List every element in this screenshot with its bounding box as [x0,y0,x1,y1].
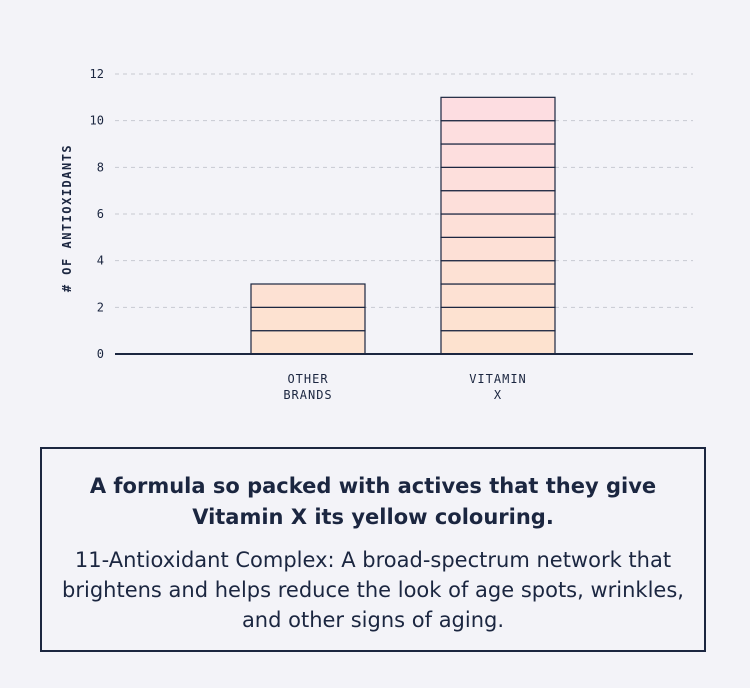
gridlines [115,73,693,308]
antioxidant-bar-chart: 0 2 4 6 8 10 12 OTHER BRANDS VITAMIN X # OF ANTIO… [60,67,693,402]
bar-segment [440,283,556,308]
bar [440,96,556,355]
info-card: A formula so packed with actives that th… [40,447,706,652]
y-tick-label: 12 [90,67,104,81]
category-labels: OTHER BRANDS VITAMIN X [283,372,527,402]
bar-segment [440,166,556,192]
y-tick-labels: 0 2 4 6 8 10 12 [90,67,104,361]
y-tick-label: 4 [97,254,104,268]
card-title: A formula so packed with actives that th… [89,474,657,529]
y-tick-label: 2 [97,300,104,314]
category-label: VITAMIN [469,372,527,386]
bar-segment [440,236,556,262]
y-tick-label: 0 [97,347,104,361]
bar-segment [440,306,556,332]
bar-segment [250,330,366,355]
bar-segment [250,306,366,332]
y-tick-label: 6 [97,207,104,221]
y-tick-label: 8 [97,160,104,174]
card-body: 11-Antioxidant Complex: A broad-spectrum… [62,548,684,632]
bar-segment [440,190,556,215]
bar-segment [440,213,556,238]
bar-segment [440,260,556,285]
category-label: OTHER [287,372,328,386]
bar-segment [440,330,556,355]
category-label: X [494,388,502,402]
bars [250,96,556,355]
bar-segment [440,120,556,145]
bar [250,283,366,355]
y-axis-label: # OF ANTIOXIDANTS [60,144,74,292]
y-tick-label: 10 [90,114,104,128]
bar-segment [440,96,556,122]
bar-segment [440,143,556,168]
category-label: BRANDS [283,388,332,402]
bar-segment [250,283,366,308]
